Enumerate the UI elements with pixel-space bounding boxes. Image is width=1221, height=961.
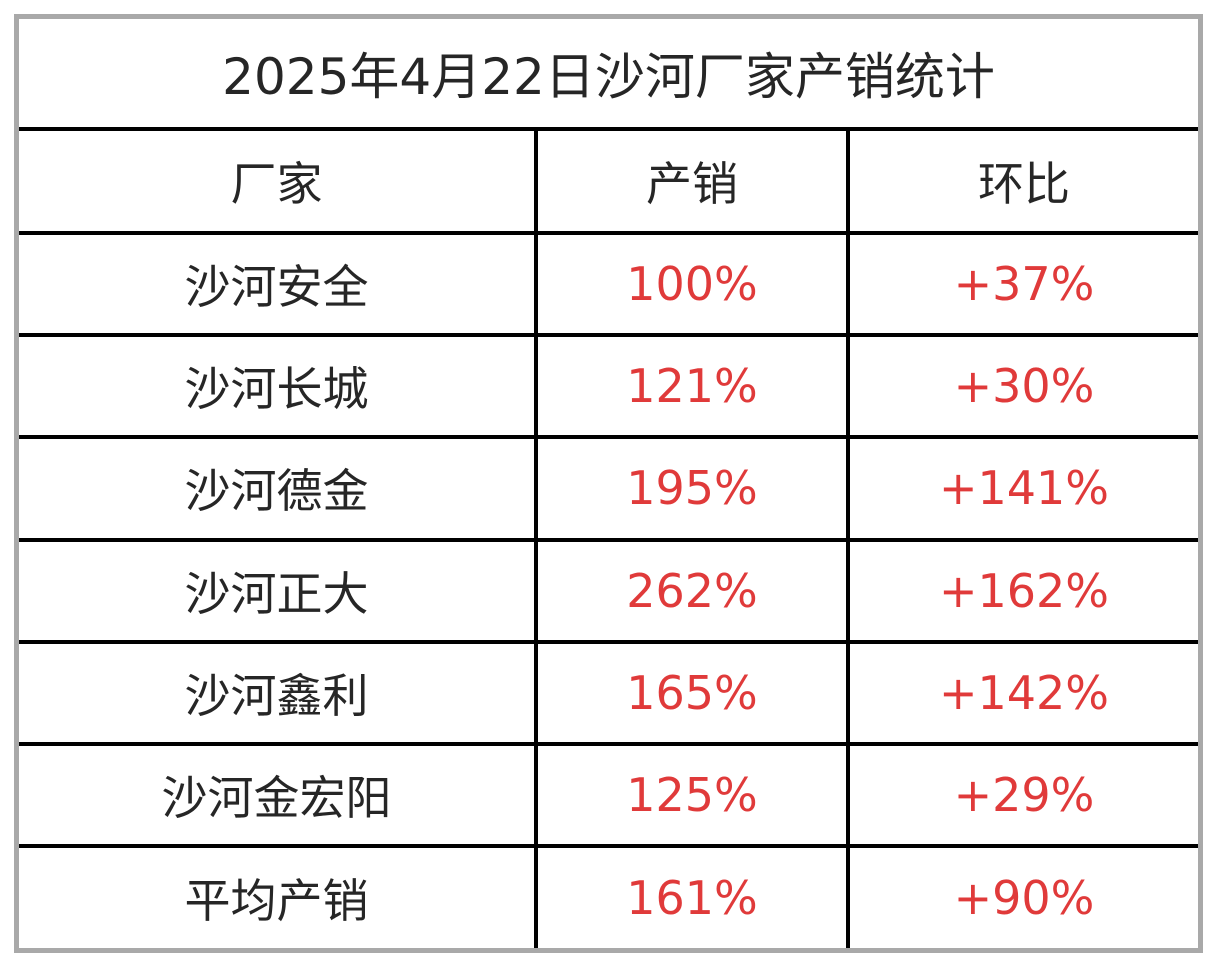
cell-factory: 沙河长城 — [19, 335, 536, 440]
table-row: 沙河金宏阳 125% +29% — [19, 743, 1198, 848]
table-row: 沙河正大 262% +162% — [19, 539, 1198, 644]
table-title: 2025年4月22日沙河厂家产销统计 — [19, 19, 1198, 131]
cell-change: +90% — [846, 845, 1198, 948]
cell-factory: 沙河鑫利 — [19, 641, 536, 746]
header-production-sales: 产销 — [534, 131, 848, 236]
cell-change: +142% — [846, 641, 1198, 746]
cell-factory: 平均产销 — [184, 873, 369, 928]
statistics-table: 厂家 产销 环比 沙河安全 100% +37% 沙河长城 121% +30% 沙… — [19, 131, 1198, 948]
cell-factory: 沙河金宏阳 — [19, 743, 536, 848]
table-row: 沙河长城 121% +30% — [19, 335, 1198, 440]
cell-change: +37% — [846, 233, 1198, 338]
header-factory: 厂家 — [19, 131, 536, 236]
cell-factory: 沙河安全 — [19, 233, 536, 338]
cell-factory: 沙河正大 — [19, 539, 536, 644]
cell-production-sales: 262% — [534, 539, 848, 644]
table-header-row: 厂家 产销 环比 — [19, 131, 1198, 236]
table-row: 沙河鑫利 165% +142% — [19, 641, 1198, 746]
cell-production-sales: 125% — [534, 743, 848, 848]
cell-production-sales: 100% — [534, 233, 848, 338]
cell-change: +30% — [846, 335, 1198, 440]
table-row: 沙河安全 100% +37% — [19, 233, 1198, 338]
table-row-average: 平均产销 161% +90% — [19, 845, 1198, 948]
cell-production-sales: 121% — [534, 335, 848, 440]
cell-production-sales: 195% — [534, 437, 848, 542]
statistics-table-frame: 2025年4月22日沙河厂家产销统计 厂家 产销 环比 沙河安全 100% +3… — [14, 14, 1203, 953]
cell-production-sales: 165% — [534, 641, 848, 746]
cell-production-sales: 161% — [534, 845, 848, 948]
header-change: 环比 — [846, 131, 1198, 236]
table-row: 沙河德金 195% +141% — [19, 437, 1198, 542]
cell-change: +162% — [846, 539, 1198, 644]
cell-change: +141% — [846, 437, 1198, 542]
cell-change: +29% — [846, 743, 1198, 848]
cell-factory: 沙河德金 — [19, 437, 536, 542]
